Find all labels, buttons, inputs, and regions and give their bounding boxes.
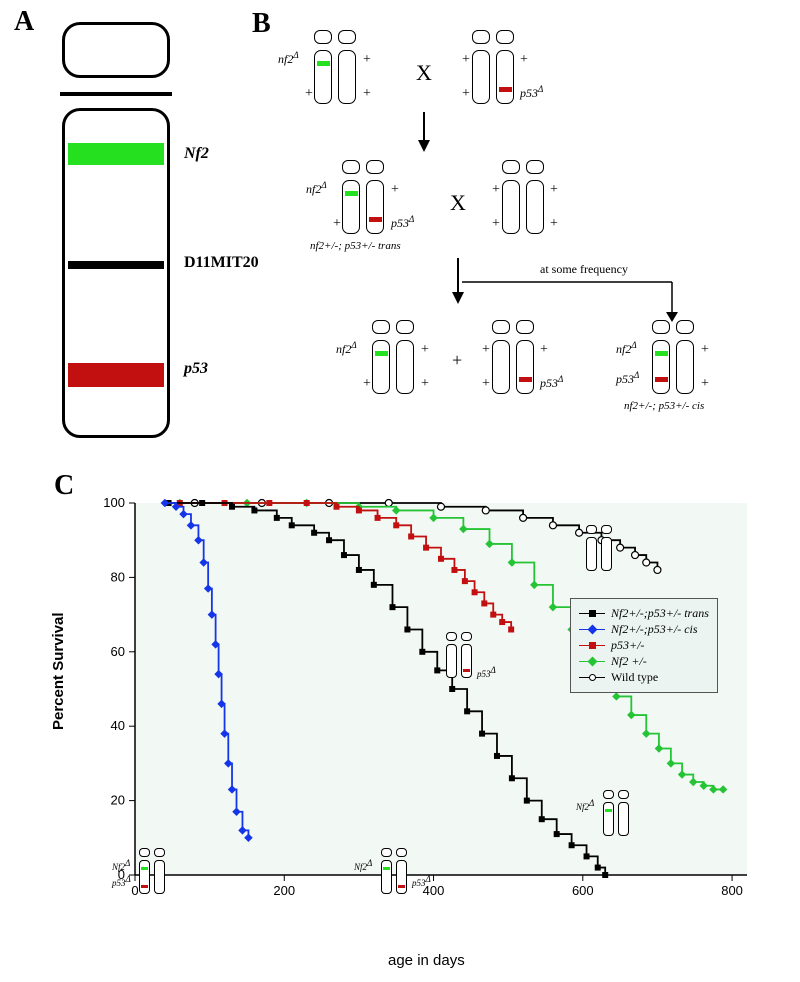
d11-label: D11MIT20 — [184, 254, 259, 272]
chart-icon-p53 — [445, 632, 475, 680]
d11-band — [68, 261, 164, 269]
p53-allele-label: p53Δ — [520, 84, 543, 101]
nf2-allele-label: nf2Δ — [278, 50, 299, 67]
f1-trans-pair — [340, 160, 386, 236]
svg-text:40: 40 — [111, 718, 125, 733]
panel-label-b: B — [252, 8, 271, 40]
freq-label: at some frequency — [540, 262, 628, 277]
svg-text:100: 100 — [103, 495, 125, 510]
svg-text:80: 80 — [111, 569, 125, 584]
panel-label-c: C — [54, 470, 74, 502]
cis-caption: nf2+/-; p53+/- cis — [624, 400, 704, 412]
cis-pair — [650, 320, 696, 396]
parent2-pair — [470, 30, 516, 106]
chart-icon-nf2 — [602, 790, 632, 838]
parent1-pair — [312, 30, 358, 106]
nf2-band — [68, 143, 164, 165]
chart-icon-cis — [138, 848, 168, 896]
svg-text:60: 60 — [111, 644, 125, 659]
svg-text:20: 20 — [111, 793, 125, 808]
chart-icon-trans — [380, 848, 410, 896]
svg-text:800: 800 — [721, 883, 743, 898]
panel-label-a: A — [14, 6, 34, 38]
arrow-down-1 — [414, 112, 434, 152]
chart-legend: Nf2+/-;p53+/- trans Nf2+/-;p53+/- cis p5… — [570, 598, 718, 693]
y-axis-label: Percent Survival — [50, 612, 67, 730]
p53-label: p53 — [184, 360, 208, 378]
survival-chart: 0200400600800020406080100 — [87, 493, 757, 913]
p53-band — [68, 363, 164, 387]
svg-text:200: 200 — [273, 883, 295, 898]
x-axis-label: age in days — [388, 952, 465, 969]
arrow-freq — [462, 274, 722, 324]
cross-symbol: X — [416, 60, 432, 86]
svg-text:600: 600 — [572, 883, 594, 898]
wt-pair — [500, 160, 546, 236]
chart-icon-wt — [585, 525, 615, 573]
trans-caption: nf2+/-; p53+/- trans — [310, 240, 401, 252]
nf2-label: Nf2 — [184, 145, 209, 163]
